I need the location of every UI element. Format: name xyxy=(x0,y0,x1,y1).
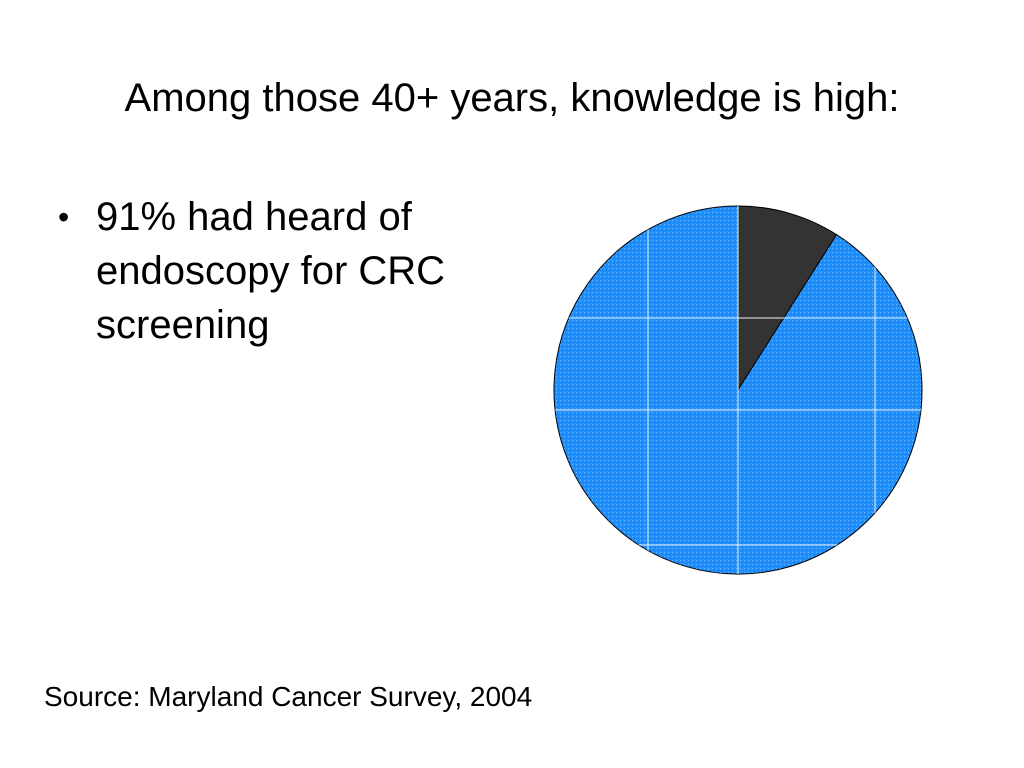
slide-title: Among those 40+ years, knowledge is high… xyxy=(124,76,900,120)
pie-slice-0 xyxy=(737,205,838,392)
bullet-text: 91% had heard of endoscopy for CRC scree… xyxy=(96,195,446,347)
bullet-list: • 91% had heard of endoscopy for CRC scr… xyxy=(58,190,518,352)
bullet-dot: • xyxy=(58,199,70,235)
bullet-item: • 91% had heard of endoscopy for CRC scr… xyxy=(58,190,518,352)
pie-chart xyxy=(553,205,923,575)
source-note: Source: Maryland Cancer Survey, 2004 xyxy=(44,681,533,712)
